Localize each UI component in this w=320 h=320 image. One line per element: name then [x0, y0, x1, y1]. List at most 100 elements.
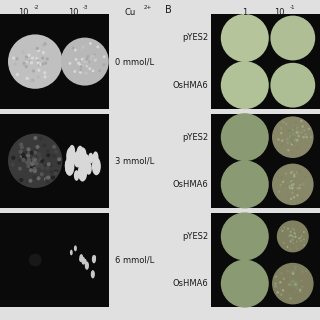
Ellipse shape: [65, 159, 72, 172]
Ellipse shape: [23, 61, 26, 65]
Ellipse shape: [286, 246, 288, 248]
Ellipse shape: [291, 171, 293, 173]
Ellipse shape: [285, 123, 288, 125]
Ellipse shape: [19, 142, 23, 147]
Ellipse shape: [294, 139, 296, 141]
Ellipse shape: [276, 275, 278, 278]
Ellipse shape: [299, 184, 301, 186]
Text: 3 mmol/L: 3 mmol/L: [115, 156, 155, 165]
Text: 2+: 2+: [143, 5, 151, 10]
Ellipse shape: [38, 156, 42, 160]
Ellipse shape: [32, 60, 36, 63]
Ellipse shape: [12, 56, 15, 60]
Ellipse shape: [40, 158, 44, 162]
Ellipse shape: [27, 161, 31, 165]
Ellipse shape: [88, 61, 91, 64]
Ellipse shape: [292, 271, 295, 274]
Ellipse shape: [287, 229, 289, 231]
Ellipse shape: [38, 52, 42, 55]
Text: 0 mmol/L: 0 mmol/L: [115, 57, 154, 66]
Ellipse shape: [296, 194, 299, 196]
Ellipse shape: [292, 236, 294, 238]
Ellipse shape: [42, 48, 45, 51]
FancyBboxPatch shape: [0, 14, 109, 109]
FancyBboxPatch shape: [211, 213, 320, 307]
Ellipse shape: [85, 72, 88, 75]
Ellipse shape: [287, 236, 289, 238]
Ellipse shape: [94, 255, 96, 260]
Ellipse shape: [82, 55, 84, 58]
Ellipse shape: [292, 239, 293, 241]
Ellipse shape: [103, 55, 106, 58]
Ellipse shape: [301, 235, 303, 237]
Ellipse shape: [36, 60, 39, 63]
Ellipse shape: [82, 64, 85, 67]
Ellipse shape: [91, 62, 94, 65]
Ellipse shape: [295, 287, 298, 290]
Ellipse shape: [21, 152, 25, 156]
Ellipse shape: [73, 70, 76, 73]
Ellipse shape: [19, 55, 22, 58]
Ellipse shape: [72, 46, 75, 49]
Ellipse shape: [272, 263, 314, 304]
Ellipse shape: [79, 148, 86, 162]
Ellipse shape: [35, 57, 38, 60]
Ellipse shape: [36, 159, 40, 163]
Ellipse shape: [296, 280, 298, 283]
Ellipse shape: [300, 120, 303, 122]
FancyBboxPatch shape: [0, 213, 109, 307]
Ellipse shape: [77, 61, 80, 64]
Ellipse shape: [28, 179, 32, 183]
Ellipse shape: [293, 174, 295, 176]
Ellipse shape: [278, 190, 280, 193]
Ellipse shape: [292, 282, 294, 285]
Ellipse shape: [78, 163, 87, 181]
Ellipse shape: [80, 70, 83, 73]
Ellipse shape: [41, 57, 44, 60]
FancyBboxPatch shape: [0, 114, 109, 208]
Text: B: B: [165, 5, 172, 15]
Ellipse shape: [221, 61, 269, 109]
Ellipse shape: [86, 64, 89, 67]
Ellipse shape: [72, 54, 75, 57]
Ellipse shape: [280, 272, 283, 275]
Ellipse shape: [84, 60, 86, 63]
Ellipse shape: [30, 60, 34, 63]
Ellipse shape: [39, 63, 42, 66]
Text: -2: -2: [34, 5, 39, 10]
Ellipse shape: [79, 71, 82, 74]
Ellipse shape: [32, 160, 36, 164]
Ellipse shape: [75, 58, 77, 61]
Ellipse shape: [290, 198, 292, 200]
Ellipse shape: [54, 170, 58, 174]
Ellipse shape: [304, 228, 306, 230]
Ellipse shape: [50, 52, 53, 55]
Ellipse shape: [309, 130, 311, 132]
Ellipse shape: [291, 238, 293, 240]
Ellipse shape: [296, 171, 298, 174]
Ellipse shape: [22, 155, 26, 159]
Ellipse shape: [305, 136, 308, 139]
Ellipse shape: [41, 62, 44, 66]
Ellipse shape: [282, 230, 284, 232]
Ellipse shape: [47, 162, 51, 166]
Ellipse shape: [29, 168, 33, 172]
Ellipse shape: [302, 136, 305, 138]
Ellipse shape: [22, 63, 26, 66]
Ellipse shape: [300, 237, 301, 239]
Ellipse shape: [285, 229, 287, 231]
Ellipse shape: [52, 145, 56, 149]
Ellipse shape: [293, 175, 296, 178]
Ellipse shape: [292, 284, 295, 287]
Ellipse shape: [79, 54, 82, 57]
Ellipse shape: [29, 253, 42, 266]
Ellipse shape: [84, 259, 87, 265]
Ellipse shape: [285, 172, 287, 175]
Ellipse shape: [84, 58, 86, 61]
Ellipse shape: [92, 157, 101, 175]
Ellipse shape: [292, 228, 294, 229]
Ellipse shape: [15, 57, 19, 60]
Ellipse shape: [41, 166, 44, 170]
Ellipse shape: [289, 236, 291, 238]
Ellipse shape: [8, 35, 62, 89]
